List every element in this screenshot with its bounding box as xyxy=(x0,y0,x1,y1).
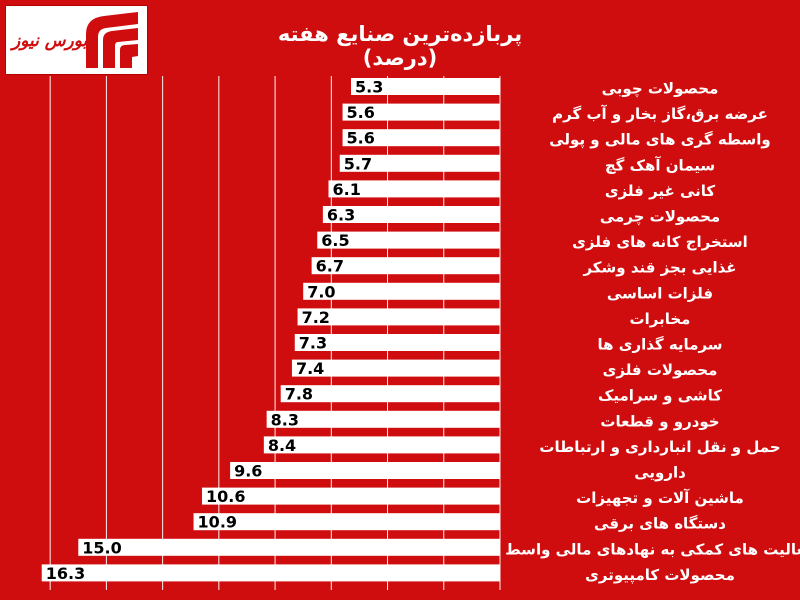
value-label-layer: 5.3 5.6 5.6 5.7 6.1 6.3 6.5 6.7 7.0 7.2 7.3 7.4 7.8 8… xyxy=(46,78,384,583)
category-label: استخراج کانه های فلزی xyxy=(572,233,748,251)
data-label: 7.2 xyxy=(302,308,330,327)
grid-layer xyxy=(49,76,501,590)
category-label: محصولات کامپیوتری xyxy=(585,566,735,585)
category-label: ماشین آلات و تجهیزات xyxy=(576,489,744,507)
data-label: 8.4 xyxy=(268,436,296,455)
bar xyxy=(41,564,500,582)
bar xyxy=(263,436,500,454)
chart-title: پربازده‌ترین صنایع هفته (درصد) xyxy=(277,22,523,70)
bar xyxy=(266,410,500,428)
category-label: فعالیت های کمکی به نهادهای مالی واسط xyxy=(505,540,800,558)
data-label: 6.5 xyxy=(321,231,349,250)
bar xyxy=(317,231,500,249)
bar xyxy=(342,129,500,147)
data-label: 5.7 xyxy=(344,154,372,173)
data-label: 5.3 xyxy=(355,78,383,97)
category-label: سیمان آهک گچ xyxy=(605,156,715,174)
data-label: 7.0 xyxy=(307,282,335,301)
bar xyxy=(297,308,500,326)
category-label: مخابرات xyxy=(630,310,691,328)
data-label: 9.6 xyxy=(234,462,262,481)
data-label: 10.9 xyxy=(198,513,237,532)
bar xyxy=(230,462,501,479)
data-label: 6.7 xyxy=(316,257,344,276)
category-label: کاشی و سرامیک xyxy=(598,387,722,405)
bar xyxy=(322,206,500,223)
logo-graphic: بورس نیوز xyxy=(9,12,138,68)
data-label: 7.8 xyxy=(285,385,313,404)
category-label: محصولات چرمی xyxy=(600,208,720,227)
bar-layer xyxy=(41,78,501,582)
category-label: کانی غیر فلزی xyxy=(605,182,716,200)
bar xyxy=(339,154,500,172)
data-label: 8.3 xyxy=(271,410,299,429)
data-label: 5.6 xyxy=(347,129,375,148)
bar xyxy=(201,487,500,505)
category-label: غذایی بجز قند وشکر xyxy=(582,259,736,277)
bar xyxy=(328,180,500,198)
data-label: 16.3 xyxy=(46,564,85,583)
bar xyxy=(78,538,501,556)
data-label: 6.1 xyxy=(333,180,361,199)
bar xyxy=(291,359,500,377)
category-label: سرمایه گذاری ها xyxy=(597,336,722,354)
data-label: 6.3 xyxy=(327,206,355,225)
data-label: 10.6 xyxy=(206,487,245,506)
data-label: 15.0 xyxy=(82,538,121,557)
data-label: 7.4 xyxy=(296,359,324,378)
logo-swoosh-mark xyxy=(86,12,138,68)
bar xyxy=(311,257,500,275)
bar xyxy=(350,78,500,95)
bar xyxy=(342,103,500,121)
bar xyxy=(294,334,500,351)
svg-text:بورس نیوز: بورس نیوز xyxy=(9,31,88,51)
category-label: دستگاه های برقی xyxy=(594,515,726,533)
category-label: دارویی xyxy=(634,464,686,482)
category-label-layer: محصولات چوبی عرضه برق،گاز بخار و آب گرم وا… xyxy=(505,80,800,585)
category-label: عرضه برق،گاز بخار و آب گرم xyxy=(552,105,768,123)
bar xyxy=(280,385,500,403)
category-label: محصولات فلزی xyxy=(603,361,718,379)
category-label: محصولات چوبی xyxy=(602,80,719,99)
category-label: فلزات اساسی xyxy=(607,284,713,302)
bourse-news-logo: بورس نیوز xyxy=(5,5,148,75)
data-label: 5.6 xyxy=(347,103,375,122)
bar xyxy=(303,282,500,300)
category-label: واسطه گری های مالی و پولی xyxy=(549,131,771,150)
data-label: 7.3 xyxy=(299,334,327,353)
bar xyxy=(193,513,500,531)
category-label: حمل و نقل انبارداری و ارتباطات xyxy=(539,438,780,456)
category-label: خودرو و قطعات xyxy=(600,412,719,430)
